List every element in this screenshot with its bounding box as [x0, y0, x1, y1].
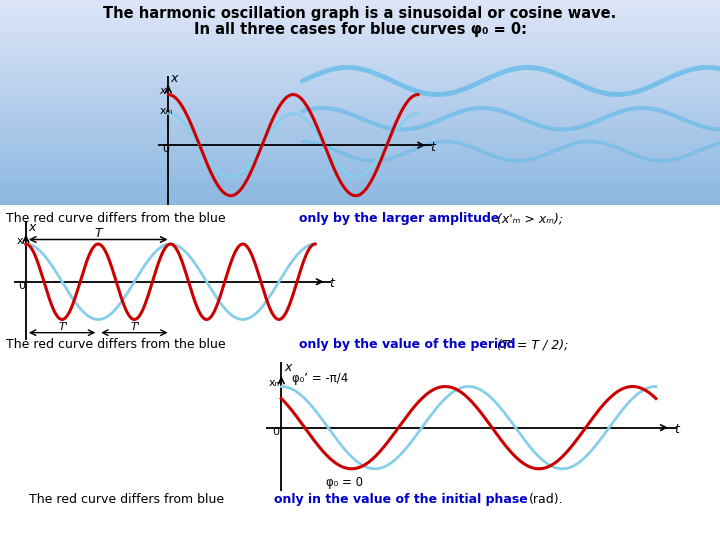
Bar [0, 205, 720, 540]
Text: The red curve differs from the blue: The red curve differs from the blue [6, 212, 230, 225]
Bar [0, 89, 720, 92]
Text: (rad).: (rad). [529, 493, 564, 506]
Bar [0, 69, 720, 72]
Bar [0, 82, 720, 85]
Bar [0, 137, 720, 140]
Bar [0, 99, 720, 103]
Text: 0: 0 [18, 281, 25, 291]
Bar [0, 3, 720, 7]
Text: only by the value of the period: only by the value of the period [299, 338, 520, 351]
Text: φ₀’ = -π/4: φ₀’ = -π/4 [292, 372, 348, 384]
Bar [0, 75, 720, 79]
Bar [0, 51, 720, 55]
Bar [0, 133, 720, 137]
Text: The red curve differs from blue: The red curve differs from blue [29, 493, 228, 506]
Bar [0, 151, 720, 154]
Text: xₘ: xₘ [17, 236, 30, 246]
Text: 0: 0 [271, 427, 279, 437]
Bar [0, 62, 720, 65]
Bar [0, 192, 720, 195]
Text: φ₀ = 0: φ₀ = 0 [326, 476, 363, 489]
Text: x: x [28, 221, 35, 234]
Bar [0, 58, 720, 62]
Text: t: t [674, 423, 679, 436]
Text: The harmonic oscillation graph is a sinusoidal or cosine wave.: The harmonic oscillation graph is a sinu… [104, 6, 616, 21]
Bar [0, 164, 720, 167]
Bar [0, 116, 720, 120]
Bar [0, 24, 720, 28]
Bar [0, 120, 720, 123]
Text: only by the larger amplitude: only by the larger amplitude [299, 212, 499, 225]
Text: T': T' [58, 322, 68, 332]
Text: The red curve differs from the blue: The red curve differs from the blue [6, 338, 230, 351]
Text: T': T' [131, 322, 140, 332]
Bar [0, 130, 720, 133]
Bar [0, 48, 720, 51]
Bar [0, 106, 720, 110]
Bar [0, 92, 720, 96]
Text: x': x' [159, 86, 169, 96]
Text: only in the value of the initial phase: only in the value of the initial phase [274, 493, 532, 506]
Bar [0, 7, 720, 10]
Bar [0, 0, 720, 3]
Bar [0, 34, 720, 38]
Bar [0, 154, 720, 157]
Text: t: t [329, 277, 334, 290]
Bar [0, 123, 720, 126]
Bar [0, 144, 720, 147]
Text: xₘ: xₘ [269, 379, 282, 388]
Bar [0, 79, 720, 82]
Bar [0, 157, 720, 161]
Bar [0, 44, 720, 48]
Bar [0, 17, 720, 21]
Bar [0, 31, 720, 34]
Bar [0, 181, 720, 185]
Bar [0, 178, 720, 181]
Bar [0, 188, 720, 192]
Bar [0, 55, 720, 58]
Bar [0, 167, 720, 171]
Bar [0, 96, 720, 99]
Bar [0, 198, 720, 202]
Bar [0, 14, 720, 17]
Bar [0, 202, 720, 205]
Bar [0, 113, 720, 116]
Text: 0: 0 [162, 144, 169, 154]
Bar [0, 110, 720, 113]
Text: xₘ: xₘ [159, 105, 173, 116]
Text: t: t [430, 141, 435, 154]
Text: (x'ₘ > xₘ);: (x'ₘ > xₘ); [497, 212, 563, 225]
Bar [0, 28, 720, 31]
Bar [0, 161, 720, 164]
Bar [0, 85, 720, 89]
Bar [0, 140, 720, 144]
Bar [0, 38, 720, 41]
Bar [0, 174, 720, 178]
Bar [0, 103, 720, 106]
Bar [0, 41, 720, 44]
Text: T: T [95, 227, 102, 240]
Bar [0, 72, 720, 75]
Bar [0, 126, 720, 130]
Bar [0, 185, 720, 188]
Text: In all three cases for blue curves φ₀ = 0:: In all three cases for blue curves φ₀ = … [194, 22, 526, 37]
Text: x: x [284, 361, 292, 374]
Bar [0, 65, 720, 69]
Text: (T' = T / 2);: (T' = T / 2); [497, 338, 568, 351]
Bar [0, 147, 720, 151]
Text: x: x [171, 72, 178, 85]
Bar [0, 195, 720, 198]
Bar [0, 21, 720, 24]
Bar [0, 171, 720, 174]
Bar [0, 10, 720, 14]
